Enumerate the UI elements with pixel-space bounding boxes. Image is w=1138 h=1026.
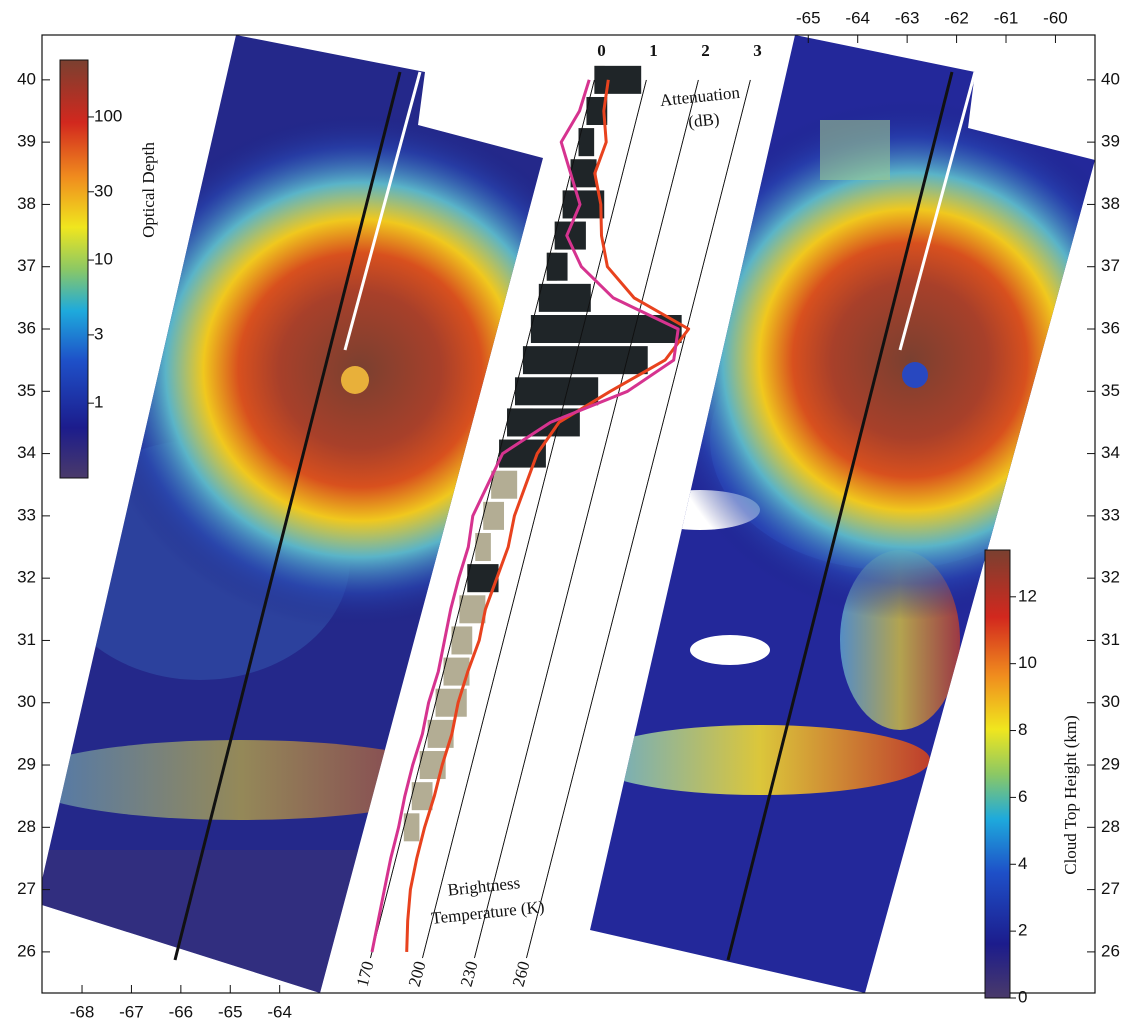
cloud-top-height-image — [500, 0, 1138, 1000]
y2-tick-label: 32 — [1101, 568, 1120, 587]
colorbar-tick-label: 6 — [1018, 787, 1027, 806]
y2-tick-label: 37 — [1101, 256, 1120, 275]
y2-tick-label: 36 — [1101, 318, 1120, 337]
figure: 2627282930313233343536373839402627282930… — [0, 0, 1138, 1026]
colorbar-tick-label: 100 — [94, 106, 122, 125]
y-tick-label: 37 — [17, 256, 36, 275]
attenuation-bar — [523, 346, 648, 374]
optical-depth-image — [0, 0, 630, 1026]
bt-tick-label: 200 — [405, 959, 430, 989]
attenuation-bar — [459, 595, 485, 623]
x-tick-label: -65 — [218, 1002, 243, 1021]
attenuation-bar — [412, 782, 433, 810]
colorbar-tick-label: 10 — [1018, 653, 1037, 672]
y-tick-label: 29 — [17, 755, 36, 774]
y-tick-label: 27 — [17, 879, 36, 898]
x-tick-label: -67 — [119, 1002, 144, 1021]
y-tick-label: 30 — [17, 692, 36, 711]
attenuation-bar — [594, 66, 641, 94]
y2-tick-label: 30 — [1101, 692, 1120, 711]
colorbar-tick-label: 12 — [1018, 586, 1037, 605]
y2-tick-label: 38 — [1101, 194, 1120, 213]
attenuation-tick-label: 2 — [701, 41, 710, 60]
x2-tick-label: -61 — [994, 8, 1019, 27]
y-tick-label: 36 — [17, 318, 36, 337]
y-tick-label: 34 — [17, 443, 36, 462]
colorbar-tick-label: 8 — [1018, 720, 1027, 739]
y-tick-label: 32 — [17, 568, 36, 587]
y2-tick-label: 31 — [1101, 630, 1120, 649]
colorbar-tick-label: 30 — [94, 181, 113, 200]
colorbar-tick-label: 2 — [1018, 921, 1027, 940]
y-tick-label: 40 — [17, 69, 36, 88]
attenuation-bar — [515, 377, 598, 405]
x-tick-label: -64 — [267, 1002, 292, 1021]
y2-tick-label: 34 — [1101, 443, 1120, 462]
attenuation-tick-label: 0 — [597, 41, 606, 60]
y-tick-label: 35 — [17, 381, 36, 400]
bt-label: Brightness — [447, 873, 521, 899]
y2-tick-label: 39 — [1101, 132, 1120, 151]
attenuation-bar — [491, 471, 517, 499]
attenuation-bar — [507, 408, 580, 436]
attenuation-bar — [547, 253, 568, 281]
bt-tick-label: 170 — [353, 959, 378, 989]
colorbar-tick-label: 1 — [94, 393, 103, 412]
y-tick-label: 39 — [17, 132, 36, 151]
y2-tick-label: 35 — [1101, 381, 1120, 400]
attenuation-bar — [483, 502, 504, 530]
attenuation-tick-label: 3 — [753, 41, 762, 60]
colorbar — [985, 550, 1010, 998]
y-tick-label: 26 — [17, 941, 36, 960]
y-tick-label: 38 — [17, 194, 36, 213]
colorbar — [60, 60, 88, 478]
y2-tick-label: 40 — [1101, 69, 1120, 88]
attenuation-label: (dB) — [687, 109, 720, 131]
x2-tick-label: -62 — [944, 8, 969, 27]
colorbar-label: Cloud Top Height (km) — [1061, 715, 1080, 875]
y-tick-label: 33 — [17, 505, 36, 524]
attenuation-label: Attenuation — [659, 83, 741, 110]
attenuation-bar — [451, 626, 472, 654]
x-tick-label: -66 — [169, 1002, 194, 1021]
attenuation-bar — [539, 284, 591, 312]
attenuation-tick-label: 1 — [649, 41, 658, 60]
colorbar-tick-label: 4 — [1018, 854, 1027, 873]
y2-tick-label: 33 — [1101, 505, 1120, 524]
x-tick-label: -68 — [70, 1002, 95, 1021]
x2-tick-label: -63 — [895, 8, 920, 27]
bt-tick-label: 260 — [509, 959, 534, 989]
y2-tick-label: 29 — [1101, 755, 1120, 774]
bt-label: Temperature (K) — [430, 897, 545, 928]
colorbar-tick-label: 0 — [1018, 987, 1027, 1006]
y2-tick-label: 28 — [1101, 817, 1120, 836]
x2-tick-label: -64 — [845, 8, 870, 27]
y2-tick-label: 26 — [1101, 941, 1120, 960]
y-tick-label: 28 — [17, 817, 36, 836]
colorbar-tick-label: 3 — [94, 324, 103, 343]
y-tick-label: 31 — [17, 630, 36, 649]
x2-tick-label: -65 — [796, 8, 821, 27]
bt-tick-label: 230 — [457, 959, 482, 989]
y2-tick-label: 27 — [1101, 879, 1120, 898]
x2-tick-label: -60 — [1043, 8, 1068, 27]
colorbar-label: Optical Depth — [139, 142, 158, 238]
colorbar-tick-label: 10 — [94, 250, 113, 269]
